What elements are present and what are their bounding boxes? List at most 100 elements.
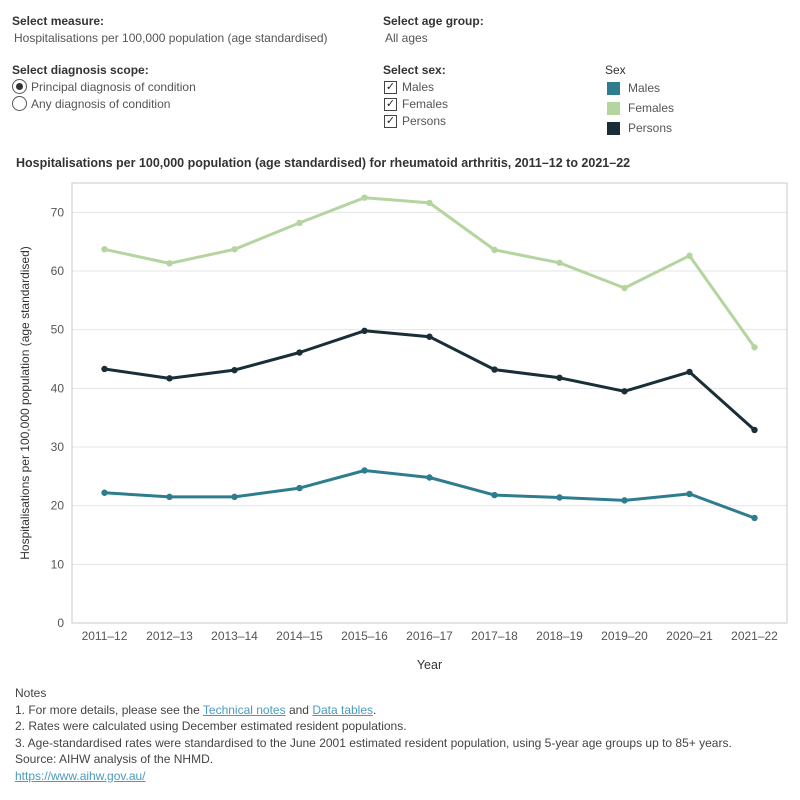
y-tick-label: 0: [57, 616, 64, 630]
legend-title: Sex: [605, 63, 626, 77]
legend-item-label: Females: [628, 101, 675, 115]
sex-option-persons[interactable]: ✓ Persons: [384, 114, 446, 128]
y-tick-label: 20: [51, 499, 65, 513]
plot-area: [71, 182, 788, 624]
x-tick-label: 2014–15: [276, 629, 323, 643]
note-1-prefix: 1. For more details, please see the: [15, 702, 203, 717]
data-point-males: [491, 491, 498, 499]
data-point-females: [101, 246, 108, 253]
data-point-females: [426, 199, 433, 207]
legend-item-males[interactable]: Males: [607, 81, 660, 95]
data-point-females: [231, 246, 238, 253]
notes-heading: Notes: [15, 686, 47, 700]
data-point-persons: [361, 327, 368, 335]
y-tick-label: 50: [51, 323, 65, 337]
radio-unselected-icon[interactable]: [12, 96, 27, 111]
diagnosis-scope-label: Select diagnosis scope:: [12, 63, 149, 77]
notes-section: Notes 1. For more details, please see th…: [15, 685, 795, 784]
y-tick-label: 10: [51, 557, 65, 571]
data-point-persons: [556, 374, 563, 381]
checkbox-checked-icon[interactable]: ✓: [384, 97, 397, 111]
data-point-persons: [101, 365, 108, 373]
radio-selected-icon[interactable]: [12, 79, 27, 94]
sex-option-label: Males: [402, 80, 435, 94]
data-point-females: [296, 219, 303, 227]
legend-swatch: [607, 81, 620, 95]
checkbox-checked-icon[interactable]: ✓: [384, 114, 397, 128]
scope-option-any[interactable]: Any diagnosis of condition: [12, 96, 170, 111]
y-tick-label: 70: [51, 205, 65, 219]
x-tick-label: 2019–20: [601, 629, 648, 643]
data-point-males: [686, 490, 693, 498]
y-axis-title: Hospitalisations per 100,000 population …: [18, 246, 32, 560]
sex-option-females[interactable]: ✓ Females: [384, 97, 448, 111]
data-point-persons: [751, 426, 758, 434]
data-point-males: [426, 474, 433, 481]
x-tick-label: 2015–16: [341, 629, 388, 643]
data-point-males: [361, 467, 368, 474]
data-point-persons: [491, 366, 498, 373]
x-axis-title: Year: [417, 658, 442, 672]
note-2: 2. Rates were calculated using December …: [15, 719, 407, 733]
y-tick-label: 30: [51, 440, 65, 454]
x-tick-label: 2012–13: [146, 629, 193, 643]
note-1: 1. For more details, please see the Tech…: [15, 702, 795, 719]
data-point-persons: [686, 368, 693, 376]
legend-item-label: Males: [628, 81, 661, 95]
x-tick-label: 2016–17: [406, 629, 453, 643]
line-chart: 0 10 20 30 40 50 60 70 2011–12 2012–13 2013–14 2014…: [18, 182, 788, 672]
scope-option-label: Principal diagnosis of condition: [31, 79, 196, 94]
data-point-males: [621, 497, 628, 504]
data-point-persons: [231, 366, 238, 374]
source-note: Source: AIHW analysis of the NHMD.: [15, 752, 214, 766]
age-group-label: Select age group:: [383, 14, 484, 28]
chart-title: Hospitalisations per 100,000 population …: [16, 156, 631, 170]
sex-select-label: Select sex:: [383, 63, 446, 77]
measure-select[interactable]: Hospitalisations per 100,000 population …: [14, 31, 328, 45]
data-point-males: [166, 493, 173, 501]
y-tick-label: 60: [51, 264, 65, 278]
data-point-persons: [166, 375, 173, 382]
data-point-males: [751, 514, 758, 522]
data-point-females: [556, 259, 563, 266]
legend-item-persons[interactable]: Persons: [607, 121, 672, 135]
scope-option-label: Any diagnosis of condition: [31, 96, 171, 111]
data-point-females: [491, 246, 498, 254]
x-tick-label: 2017–18: [471, 629, 518, 643]
legend-swatch: [607, 101, 620, 115]
x-tick-label: 2011–12: [82, 629, 128, 643]
sex-option-label: Females: [402, 97, 449, 111]
data-point-males: [296, 484, 303, 492]
data-point-persons: [621, 388, 628, 395]
age-group-select[interactable]: All ages: [385, 31, 428, 45]
data-point-males: [101, 489, 108, 496]
x-tick-label: 2021–22: [731, 629, 778, 643]
data-point-females: [751, 344, 758, 351]
y-tick-label: 40: [51, 381, 65, 395]
aihw-link[interactable]: https://www.aihw.gov.au/: [15, 768, 146, 783]
legend-item-females[interactable]: Females: [607, 101, 674, 115]
x-tick-label: 2018–19: [536, 629, 583, 643]
scope-option-principal[interactable]: Principal diagnosis of condition: [12, 79, 196, 94]
x-tick-label: 2013–14: [211, 629, 258, 643]
checkbox-checked-icon[interactable]: ✓: [384, 80, 397, 94]
legend-swatch: [607, 121, 620, 135]
data-point-females: [621, 284, 628, 292]
x-tick-label: 2020–21: [666, 629, 713, 643]
note-3: 3. Age-standardised rates were standardi…: [15, 735, 732, 750]
legend-item-label: Persons: [628, 121, 673, 135]
note-1-and: and: [285, 702, 313, 717]
series-line-persons: [103, 329, 756, 432]
data-point-males: [231, 493, 238, 501]
note-1-suffix: .: [373, 702, 377, 717]
data-point-females: [361, 194, 368, 201]
data-point-males: [556, 494, 563, 501]
technical-notes-link[interactable]: Technical notes: [202, 702, 286, 717]
data-tables-link[interactable]: Data tables: [312, 702, 374, 717]
sex-option-males[interactable]: ✓ Males: [384, 80, 434, 94]
data-point-females: [166, 260, 173, 267]
measure-label: Select measure:: [12, 14, 105, 28]
data-point-persons: [296, 349, 303, 356]
series-line-females: [103, 196, 756, 349]
sex-option-label: Persons: [402, 114, 447, 128]
